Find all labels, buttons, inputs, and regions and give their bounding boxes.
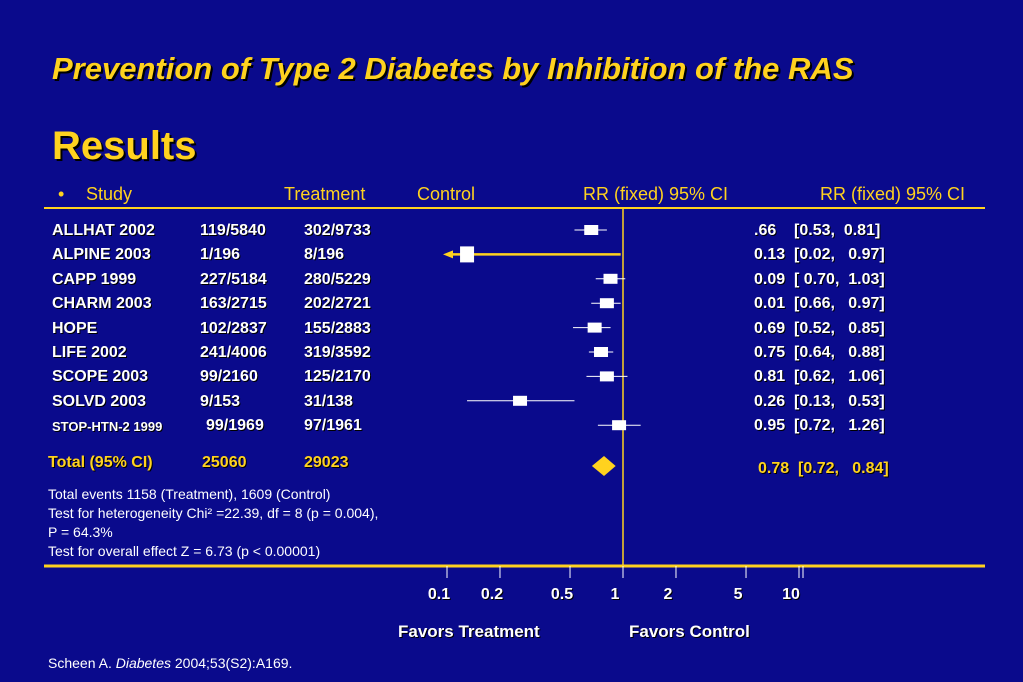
study-label: LIFE 2002 — [52, 344, 127, 361]
study-control: 319/3592 — [304, 344, 371, 361]
stat-heterogeneity: Test for heterogeneity Chi² =22.39, df =… — [48, 505, 379, 521]
rr-marker — [599, 371, 614, 382]
rr-marker — [513, 395, 528, 406]
study-control: 302/9733 — [304, 222, 371, 239]
stat-overall-effect: Test for overall effect Z = 6.73 (p < 0.… — [48, 543, 321, 559]
rr-marker — [460, 246, 475, 263]
reference-journal: Diabetes — [115, 655, 171, 671]
study-ci: 0.09 [ 0.70, 1.03] — [754, 270, 885, 288]
tick-label: 2 — [663, 586, 673, 603]
study-treatment: 227/5184 — [200, 270, 267, 288]
study-treatment: 1/196 — [200, 246, 241, 264]
rr-marker — [612, 420, 627, 431]
total-control: 29023 — [304, 454, 349, 471]
study-label: CAPP 1999 — [52, 270, 137, 288]
tick-label: 0.2 — [480, 586, 504, 603]
slide-title: Prevention of Type 2 Diabetes by Inhibit… — [52, 51, 854, 86]
header-treatment: Treatment — [284, 184, 366, 204]
stat-total-events: Total events 1158 (Treatment), 1609 (Con… — [48, 486, 331, 502]
rr-marker — [584, 225, 599, 235]
study-control: 155/2883 — [304, 319, 371, 337]
tick-label: 5 — [733, 586, 743, 603]
study-label: CHARM 2003 — [52, 295, 152, 313]
study-ci: 0.95 [0.72, 1.26] — [754, 417, 885, 435]
rr-marker — [587, 322, 602, 333]
tick-label: 10 — [782, 586, 800, 603]
study-treatment: 119/5840 — [200, 222, 266, 239]
study-label: STOP-HTN-2 1999 — [52, 419, 163, 435]
tick-label: 0.5 — [550, 586, 574, 603]
total-treatment: 25060 — [202, 454, 247, 471]
favors-control-label: Favors Control — [629, 622, 750, 641]
study-ci: 0.26 [0.13, 0.53] — [754, 392, 885, 410]
total-ci: 0.78 [0.72, 0.84] — [758, 460, 889, 477]
study-treatment: 163/2715 — [200, 295, 267, 313]
reference: Scheen A. Diabetes 2004;53(S2):A169. — [48, 655, 292, 671]
rr-marker — [599, 298, 614, 309]
bullet: • — [58, 184, 65, 204]
study-label: SCOPE 2003 — [52, 368, 149, 386]
study-control: 280/5229 — [304, 270, 371, 288]
study-control: 97/1961 — [304, 417, 362, 435]
study-ci: 0.75 [0.64, 0.88] — [754, 344, 885, 361]
header-study: Study — [86, 184, 133, 204]
study-treatment: 241/4006 — [200, 344, 267, 361]
header-rr-plot: RR (fixed) 95% CI — [583, 184, 729, 204]
study-label: ALPINE 2003 — [52, 246, 151, 264]
study-label: SOLVD 2003 — [52, 392, 146, 410]
pooled-diamond — [591, 456, 616, 476]
study-ci: 0.69 [0.52, 0.85] — [754, 319, 885, 337]
stat-p: P = 64.3% — [48, 524, 113, 540]
tick-label: 0.1 — [427, 586, 451, 603]
study-label: HOPE — [52, 319, 98, 337]
study-treatment: 99/2160 — [200, 368, 258, 386]
rr-marker — [603, 273, 618, 284]
study-control: 125/2170 — [304, 368, 371, 386]
study-treatment: 99/1969 — [206, 417, 264, 435]
reference-author: Scheen A. — [48, 655, 112, 671]
study-ci: 0.01 [0.66, 0.97] — [754, 295, 885, 313]
total-label: Total (95% CI) — [48, 454, 153, 471]
study-treatment: 102/2837 — [200, 319, 267, 337]
study-control: 31/138 — [304, 392, 353, 410]
reference-rest: 2004;53(S2):A169. — [174, 655, 293, 671]
header-control: Control — [417, 184, 476, 204]
study-treatment: 9/153 — [200, 392, 241, 410]
rr-marker — [594, 347, 609, 357]
ci-arrow — [443, 250, 453, 259]
study-ci: 0.81 [0.62, 1.06] — [754, 368, 885, 386]
favors-treatment-label: Favors Treatment — [398, 622, 540, 641]
tick-label: 1 — [610, 586, 620, 603]
study-control: 202/2721 — [304, 295, 371, 313]
study-ci: .66 [0.53, 0.81] — [754, 222, 881, 239]
study-ci: 0.13 [0.02, 0.97] — [754, 246, 885, 264]
study-control: 8/196 — [304, 246, 345, 264]
slide-subtitle: Results — [52, 124, 197, 168]
header-rr-values: RR (fixed) 95% CI — [820, 184, 966, 204]
study-label: ALLHAT 2002 — [52, 222, 155, 239]
